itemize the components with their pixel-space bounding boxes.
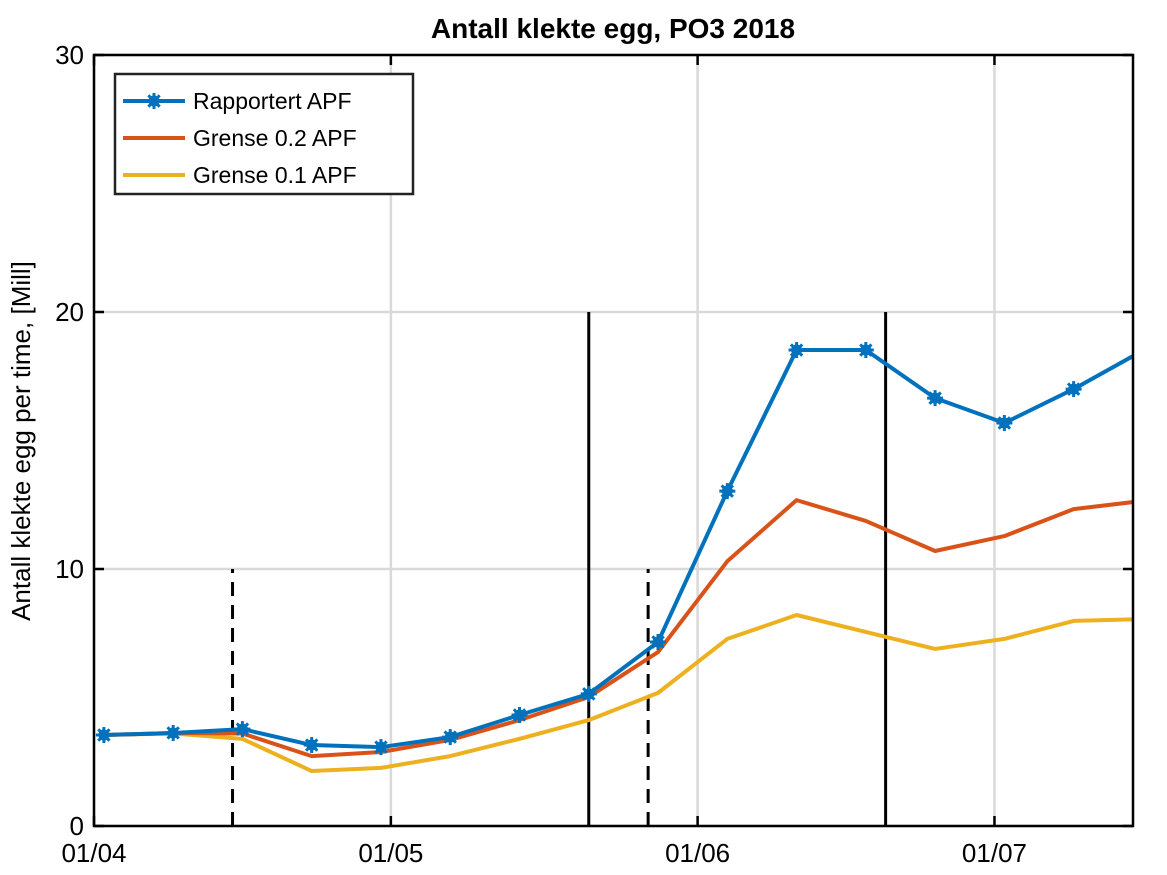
data-point-rapportert-apf bbox=[788, 342, 805, 359]
data-point-rapportert-apf bbox=[857, 342, 874, 359]
x-tick-label: 01/07 bbox=[962, 838, 1027, 868]
legend-label: Grense 0.2 APF bbox=[193, 125, 357, 151]
data-point-rapportert-apf bbox=[303, 737, 320, 754]
legend-item-grense-0-1-apf: Grense 0.1 APF bbox=[123, 162, 357, 188]
ticks: 0 10 20 30 01/04 01/05 01/06 01/07 bbox=[55, 40, 1133, 868]
x-tick-label: 01/04 bbox=[61, 838, 126, 868]
series-line-rapportert-apf bbox=[103, 348, 1133, 750]
y-tick-label: 0 bbox=[70, 811, 84, 841]
legend-item-rapportert-apf: Rapportert APF bbox=[123, 88, 352, 114]
data-point-rapportert-apf bbox=[996, 415, 1013, 432]
chart-title: Antall klekte egg, PO3 2018 bbox=[431, 13, 795, 44]
y-tick-label: 30 bbox=[55, 40, 84, 70]
data-point-rapportert-apf bbox=[95, 727, 112, 744]
y-axis-label: Antall klekte egg per time, [Mill] bbox=[6, 261, 36, 621]
data-point-rapportert-apf bbox=[234, 721, 251, 738]
series-line-grense-0-1-apf bbox=[103, 613, 1133, 774]
y-tick-label: 20 bbox=[55, 297, 84, 327]
series-line-grense-0-2-apf bbox=[103, 498, 1133, 759]
y-tick-label: 10 bbox=[55, 554, 84, 584]
legend-label: Rapportert APF bbox=[193, 88, 352, 114]
data-point-rapportert-apf bbox=[372, 739, 389, 756]
data-point-rapportert-apf bbox=[927, 390, 944, 407]
data-point-rapportert-apf bbox=[1065, 381, 1082, 398]
data-point-rapportert-apf bbox=[1135, 343, 1151, 359]
legend-item-grense-0-2-apf: Grense 0.2 APF bbox=[123, 125, 357, 151]
x-tick-label: 01/06 bbox=[665, 838, 730, 868]
legend-label: Grense 0.1 APF bbox=[193, 162, 357, 188]
data-point-rapportert-apf bbox=[442, 729, 459, 746]
data-point-rapportert-apf bbox=[719, 483, 736, 500]
legend: Rapportert APF Grense 0.2 APF Grense 0.1 A… bbox=[113, 72, 415, 196]
data-point-rapportert-apf bbox=[650, 633, 667, 650]
data-point-rapportert-apf bbox=[511, 706, 528, 723]
data-point-rapportert-apf bbox=[580, 685, 597, 702]
data-point-rapportert-apf bbox=[165, 724, 182, 741]
x-tick-label: 01/05 bbox=[358, 838, 423, 868]
series-group bbox=[95, 342, 1151, 774]
axes-box bbox=[92, 53, 1135, 828]
